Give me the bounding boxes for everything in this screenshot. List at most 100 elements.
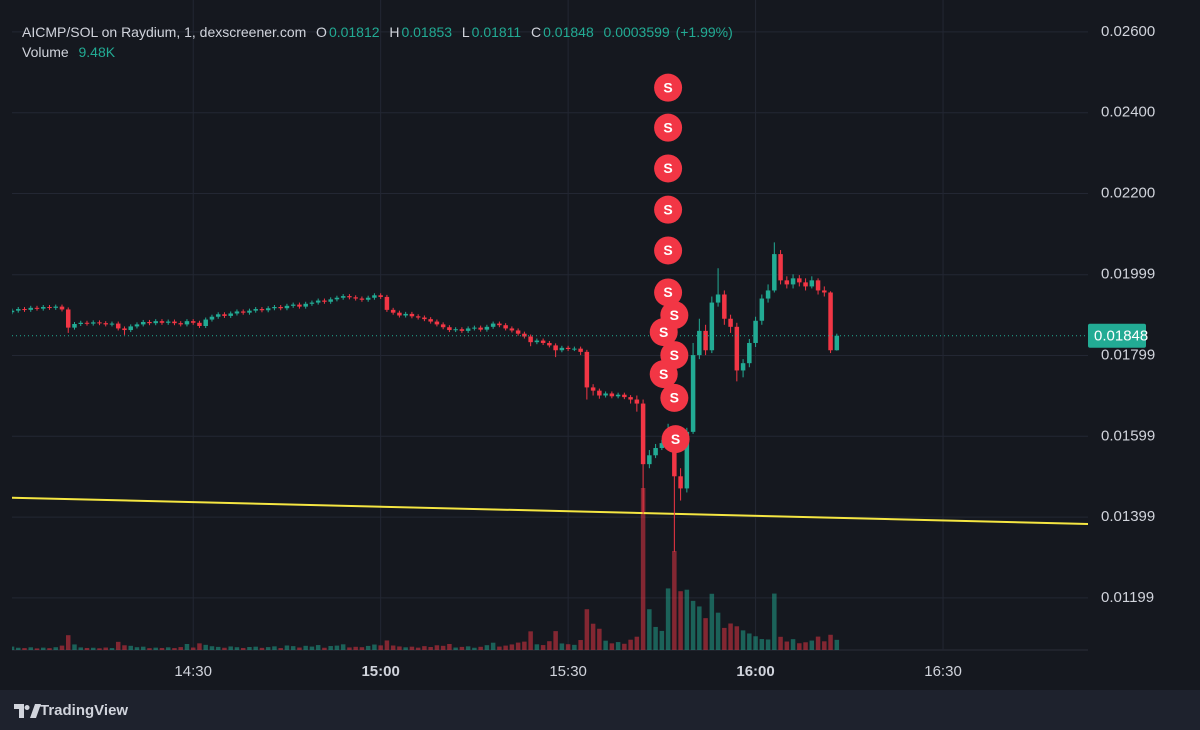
candle-body — [147, 321, 152, 324]
volume-bar — [584, 609, 590, 650]
volume-bar — [359, 647, 365, 650]
volume-bar — [47, 648, 52, 650]
volume-bar — [434, 645, 440, 650]
candle-body — [234, 311, 240, 314]
volume-bar — [772, 593, 777, 650]
candle-body — [115, 323, 121, 329]
volume-bar — [165, 647, 171, 650]
candle-body — [153, 321, 158, 324]
volume-bar — [40, 647, 46, 650]
candle-body — [722, 294, 727, 319]
volume-bar — [690, 600, 696, 650]
volume-bar — [22, 648, 27, 650]
candle-body — [503, 325, 508, 329]
volume-bar — [572, 644, 577, 650]
volume-bar — [147, 648, 152, 650]
volume-bar — [134, 647, 140, 650]
volume-bar — [628, 639, 633, 650]
candle-body — [709, 302, 715, 351]
legend-value: 0.01853 — [401, 24, 453, 40]
sell-marker — [661, 425, 690, 454]
candle-body — [622, 394, 627, 398]
volume-bar — [659, 630, 665, 650]
volume-bar — [340, 644, 346, 650]
candle-body — [715, 294, 721, 303]
legend: AICMP/SOL on Raydium, 1, dexscreener.com… — [22, 22, 735, 62]
candle-body — [515, 330, 521, 334]
volume-bar — [453, 647, 458, 650]
sell-marker — [654, 236, 683, 265]
volume-bar — [540, 645, 546, 650]
y-tick-label: 0.02200 — [1101, 184, 1155, 201]
volume-bar — [578, 640, 583, 650]
sell-marker-label: S — [663, 201, 672, 217]
candle-body — [109, 323, 115, 325]
tradingview-logo — [14, 704, 41, 718]
candle-body — [297, 304, 302, 307]
sell-marker-label: S — [670, 390, 679, 406]
volume-bar — [684, 589, 690, 650]
volume-bar — [440, 645, 446, 650]
candle-body — [222, 314, 227, 316]
candle-body — [372, 295, 377, 298]
last-price-label: 0.01848 — [1094, 328, 1148, 345]
candle-body — [278, 307, 283, 309]
candle-body — [165, 321, 171, 323]
legend-label: L — [461, 24, 470, 40]
sell-marker — [654, 278, 683, 307]
x-tick-label: 15:30 — [549, 663, 587, 680]
candle-body — [609, 393, 615, 397]
candle-body — [497, 323, 502, 326]
volume-bar — [597, 628, 602, 650]
candle-body — [778, 254, 783, 281]
candle-body — [90, 322, 96, 324]
candle-body — [40, 307, 46, 309]
volume-bar — [609, 643, 615, 650]
candle-body — [390, 309, 396, 313]
volume-bar — [784, 641, 790, 650]
footer-band — [0, 690, 1200, 730]
volume-bar — [353, 646, 358, 650]
chart-background — [0, 0, 1200, 690]
candle-body — [547, 342, 552, 346]
sell-marker — [654, 195, 683, 224]
candle-body — [22, 309, 27, 311]
candle-body — [753, 320, 758, 343]
volume-bar — [747, 633, 752, 650]
volume-bar — [709, 593, 715, 650]
candle-body — [647, 455, 652, 465]
volume-bar — [197, 643, 202, 650]
volume-bar — [12, 646, 15, 650]
volume-bar — [559, 643, 565, 650]
candle-body — [765, 290, 771, 299]
last-price-box — [1088, 323, 1146, 348]
candle-body — [28, 307, 33, 310]
sell-marker — [649, 318, 678, 347]
volume-bar — [72, 644, 77, 650]
candle-body — [178, 323, 183, 325]
x-tick-label: 14:30 — [174, 663, 212, 680]
volume-bar — [178, 647, 183, 650]
volume-bar — [640, 488, 646, 650]
sell-marker-label: S — [663, 79, 672, 95]
x-tick-label: 16:30 — [924, 663, 962, 680]
candle-body — [122, 328, 127, 331]
legend-value: 0.01812 — [328, 24, 380, 40]
volume-bar — [753, 636, 758, 650]
candle-body — [628, 397, 633, 400]
y-tick-label: 0.01999 — [1101, 266, 1155, 283]
candle-body — [272, 307, 277, 309]
volume-bar — [647, 609, 652, 650]
volume-bar — [515, 642, 521, 650]
volume-bar — [428, 646, 433, 650]
volume-bar — [622, 643, 627, 650]
volume-bar — [265, 647, 271, 650]
volume-bar — [565, 644, 571, 650]
candle-body — [703, 330, 708, 351]
volume-bar — [615, 642, 621, 650]
x-tick-label: 16:00 — [736, 663, 774, 680]
candle-body — [322, 300, 327, 302]
candle-body — [428, 319, 433, 322]
volume-bar — [465, 646, 471, 650]
